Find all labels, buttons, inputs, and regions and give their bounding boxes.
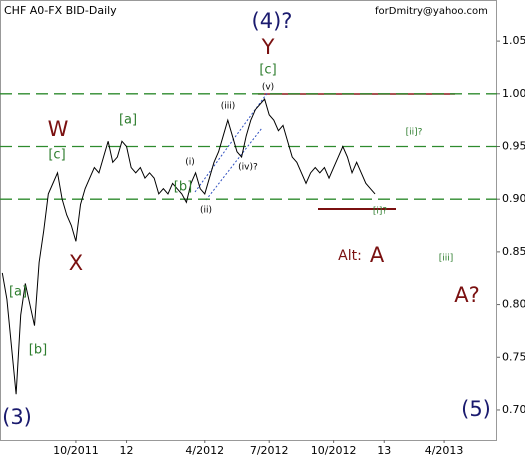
x-tick-label: 12 [120, 444, 134, 457]
y-tick-label: 0.900 [502, 192, 525, 205]
wave-label: A? [454, 283, 480, 307]
wave-label: (iv)? [238, 163, 258, 173]
y-tick-label: 0.700 [502, 403, 525, 416]
wave-label: (iii) [221, 102, 236, 112]
wave-label: [a] [119, 113, 137, 128]
y-tick-label: 0.950 [502, 139, 525, 152]
channel-line [194, 91, 269, 193]
wave-label: [iii] [439, 254, 454, 264]
y-tick-label: 0.750 [502, 350, 525, 363]
wave-label: W [48, 117, 69, 141]
wave-label: [ii]? [406, 128, 423, 138]
x-tick-label: 4/2012 [185, 444, 224, 457]
wave-label: (5) [461, 397, 491, 421]
series-line [1, 98, 376, 395]
chart-title: CHF A0-FX BID-Daily [4, 4, 117, 17]
wave-label: (3) [2, 405, 32, 429]
y-tick-label: 0.850 [502, 245, 525, 258]
plot-frame [0, 0, 497, 441]
wave-label: [a] [9, 285, 27, 300]
wave-label: (ii) [200, 206, 212, 216]
x-tick-label: 10/2011 [53, 444, 99, 457]
x-tick-label: 10/2012 [311, 444, 357, 457]
wave-label: Alt: [338, 248, 362, 264]
x-tick-label: 4/2013 [425, 444, 464, 457]
wave-label: (4)? [252, 9, 293, 33]
wave-label: [c] [259, 63, 276, 78]
channel-line [205, 127, 263, 201]
wave-label: [i]? [373, 207, 388, 217]
wave-label: A [370, 243, 385, 267]
wave-label: [b] [174, 180, 192, 195]
wave-label: [c] [48, 148, 65, 163]
y-tick-label: 1.05 [502, 34, 525, 47]
x-tick-label: 13 [377, 444, 391, 457]
chart-subtitle: forDmitry@yahoo.com [375, 6, 488, 17]
wave-label: (i) [185, 158, 195, 168]
x-tick-label: 7/2012 [250, 444, 289, 457]
wave-label: [b] [29, 343, 47, 358]
y-tick-label: 1.00 [502, 87, 525, 100]
wave-label: Y [261, 35, 275, 59]
wave-label: X [69, 251, 83, 275]
y-tick-label: 0.800 [502, 298, 525, 311]
wave-label: (v) [262, 83, 274, 93]
